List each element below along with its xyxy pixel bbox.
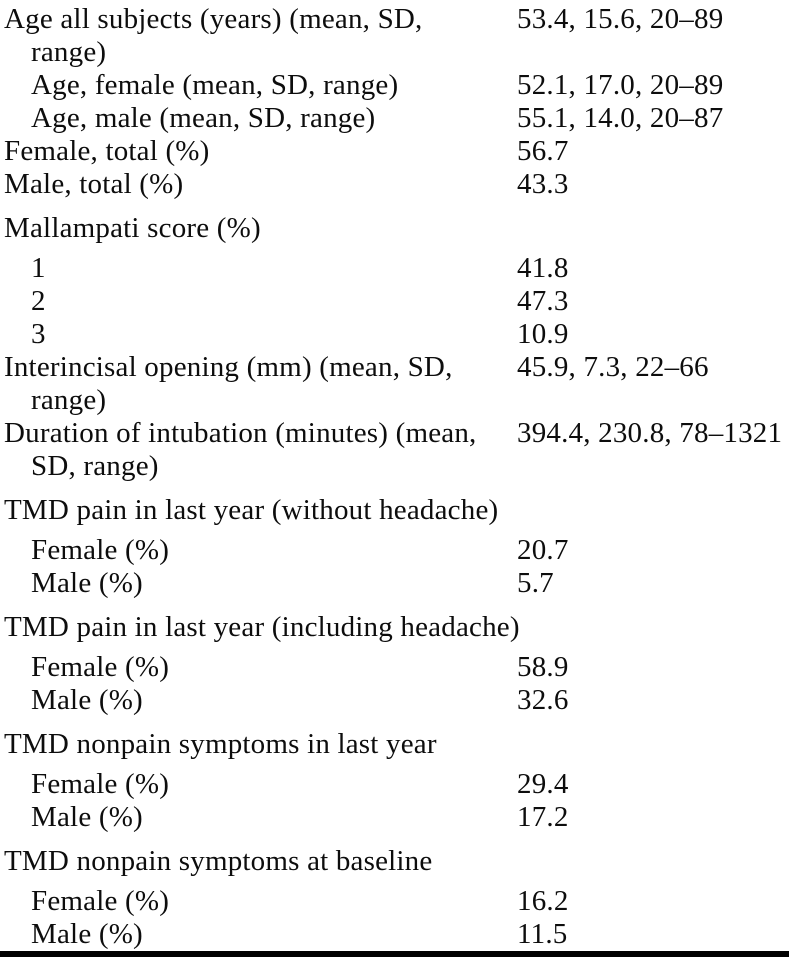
- table-section-row: TMD pain in last year (including headach…: [4, 611, 789, 644]
- row-value: 17.2: [517, 801, 569, 833]
- row-value: 5.7: [517, 567, 554, 599]
- table-row: Female (%) 29.4: [4, 768, 789, 801]
- table-row: Male, total (%) 43.3: [4, 168, 789, 201]
- table-row: 2 47.3: [4, 285, 789, 318]
- row-label: Age, male (mean, SD, range): [31, 102, 376, 134]
- row-label: Male (%): [31, 801, 143, 833]
- table-row: 1 41.8: [4, 252, 789, 285]
- row-value: 58.9: [517, 651, 569, 683]
- row-value: 45.9, 7.3, 22–66: [517, 351, 709, 383]
- row-label: Female (%): [31, 768, 170, 800]
- table-body: Age all subjects (years) (mean, SD, rang…: [4, 3, 789, 951]
- table-row: Female, total (%) 56.7: [4, 135, 789, 168]
- row-label: Interincisal opening (mm) (mean, SD, ran…: [4, 351, 453, 416]
- row-value: 20.7: [517, 534, 569, 566]
- table-row: Age, female (mean, SD, range) 52.1, 17.0,…: [4, 69, 789, 102]
- row-label: Female, total (%): [4, 135, 210, 167]
- row-value: 394.4, 230.8, 78–1321: [517, 417, 783, 449]
- row-label: Female (%): [31, 885, 170, 917]
- row-label: TMD pain in last year (without headache): [4, 494, 499, 526]
- row-value: 43.3: [517, 168, 569, 200]
- row-value: 55.1, 14.0, 20–87: [517, 102, 724, 134]
- row-label: Male (%): [31, 684, 143, 716]
- row-label: 2: [31, 285, 46, 317]
- table-section-row: TMD nonpain symptoms at baseline: [4, 845, 789, 878]
- table-row: Female (%) 58.9: [4, 651, 789, 684]
- row-value: 56.7: [517, 135, 569, 167]
- row-label: TMD nonpain symptoms in last year: [4, 728, 437, 760]
- table-row: Interincisal opening (mm) (mean, SD, ran…: [4, 351, 789, 417]
- table-row: Male (%) 32.6: [4, 684, 789, 717]
- table-row: Duration of intubation (minutes) (mean, …: [4, 417, 789, 483]
- table-row: Female (%) 16.2: [4, 885, 789, 918]
- row-value: 10.9: [517, 318, 569, 350]
- table-bottom-rule: [0, 951, 789, 957]
- table-row: Age all subjects (years) (mean, SD, rang…: [4, 3, 789, 69]
- row-value: 32.6: [517, 684, 569, 716]
- row-label: Male (%): [31, 567, 143, 599]
- table-row: Male (%) 17.2: [4, 801, 789, 834]
- row-value: 41.8: [517, 252, 569, 284]
- table-row: Male (%) 5.7: [4, 567, 789, 600]
- row-label: TMD nonpain symptoms at baseline: [4, 845, 433, 877]
- row-label: Age, female (mean, SD, range): [31, 69, 399, 101]
- row-value: 16.2: [517, 885, 569, 917]
- table-section-row: TMD nonpain symptoms in last year: [4, 728, 789, 761]
- row-label: TMD pain in last year (including headach…: [4, 611, 520, 643]
- row-value: 29.4: [517, 768, 569, 800]
- row-label: Age all subjects (years) (mean, SD, rang…: [4, 3, 423, 68]
- row-value: 47.3: [517, 285, 569, 317]
- row-label: Mallampati score (%): [4, 212, 261, 244]
- table-row: 3 10.9: [4, 318, 789, 351]
- table-section-row: Mallampati score (%): [4, 212, 789, 245]
- row-label: Male, total (%): [4, 168, 184, 200]
- table-row: Male (%) 11.5: [4, 918, 789, 951]
- table-row: Female (%) 20.7: [4, 534, 789, 567]
- row-label: 3: [31, 318, 46, 350]
- row-value: 52.1, 17.0, 20–89: [517, 69, 724, 101]
- row-label: Female (%): [31, 651, 170, 683]
- row-label: Male (%): [31, 918, 143, 950]
- row-label: Female (%): [31, 534, 170, 566]
- table-row: Age, male (mean, SD, range) 55.1, 14.0, 2…: [4, 102, 789, 135]
- row-value: 53.4, 15.6, 20–89: [517, 3, 724, 35]
- row-label: Duration of intubation (minutes) (mean, …: [4, 417, 477, 482]
- row-value: 11.5: [517, 918, 568, 950]
- row-label: 1: [31, 252, 46, 284]
- table-section-row: TMD pain in last year (without headache): [4, 494, 789, 527]
